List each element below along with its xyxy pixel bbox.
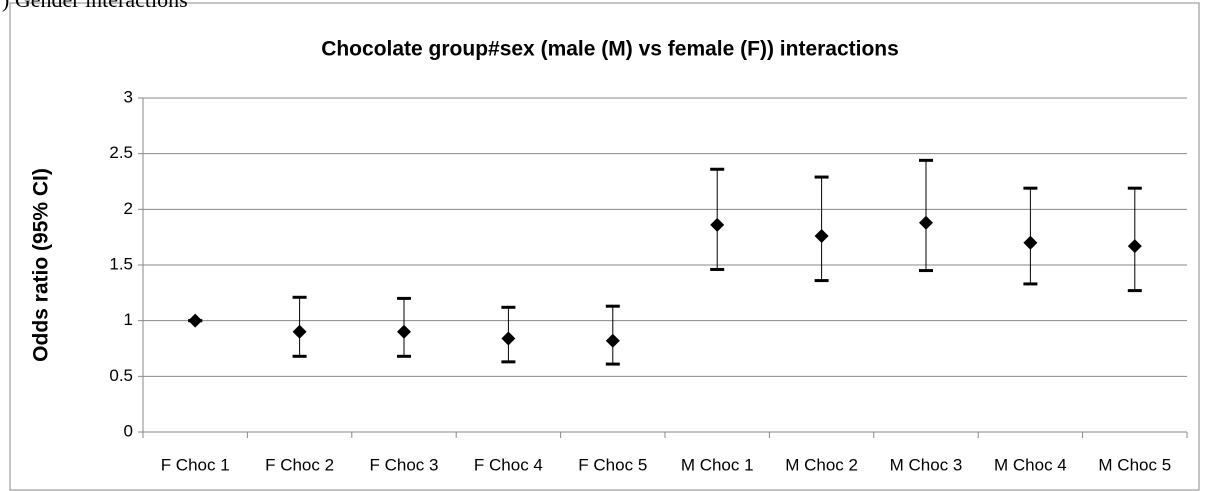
point — [1023, 235, 1038, 250]
x-tick-label: M Choc 4 — [994, 455, 1067, 474]
point — [919, 215, 933, 230]
point — [605, 333, 620, 348]
x-tick-label: F Choc 3 — [370, 455, 439, 474]
point — [188, 313, 203, 328]
point — [292, 324, 307, 339]
point — [710, 217, 725, 232]
point — [814, 229, 829, 244]
chart-title: Chocolate group#sex (male (M) vs female … — [321, 38, 899, 61]
y-axis-label: Odds ratio (95% CI) — [30, 168, 53, 362]
y-tick-label: 0 — [124, 421, 133, 440]
y-tick-label: 3 — [124, 87, 133, 106]
x-tick-label: F Choc 4 — [474, 455, 543, 474]
x-tick-label: F Choc 1 — [161, 455, 230, 474]
x-tick-label: M Choc 5 — [1098, 455, 1171, 474]
x-tick-label: F Choc 5 — [578, 455, 647, 474]
y-tick-label: 2 — [124, 199, 133, 218]
caption: ) Gender interactions — [2, 0, 188, 12]
point — [1127, 239, 1142, 254]
x-tick-label: F Choc 2 — [265, 455, 334, 474]
chart-border — [9, 2, 1200, 491]
x-tick-label: M Choc 1 — [681, 455, 754, 474]
y-tick-label: 1.5 — [109, 254, 133, 273]
x-tick-label: M Choc 3 — [890, 455, 963, 474]
point — [397, 324, 411, 339]
y-tick-label: 0.5 — [109, 366, 133, 385]
y-tick-label: 2.5 — [109, 143, 133, 162]
y-tick-label: 1 — [124, 310, 133, 329]
point — [501, 331, 516, 346]
x-tick-label: M Choc 2 — [785, 455, 858, 474]
